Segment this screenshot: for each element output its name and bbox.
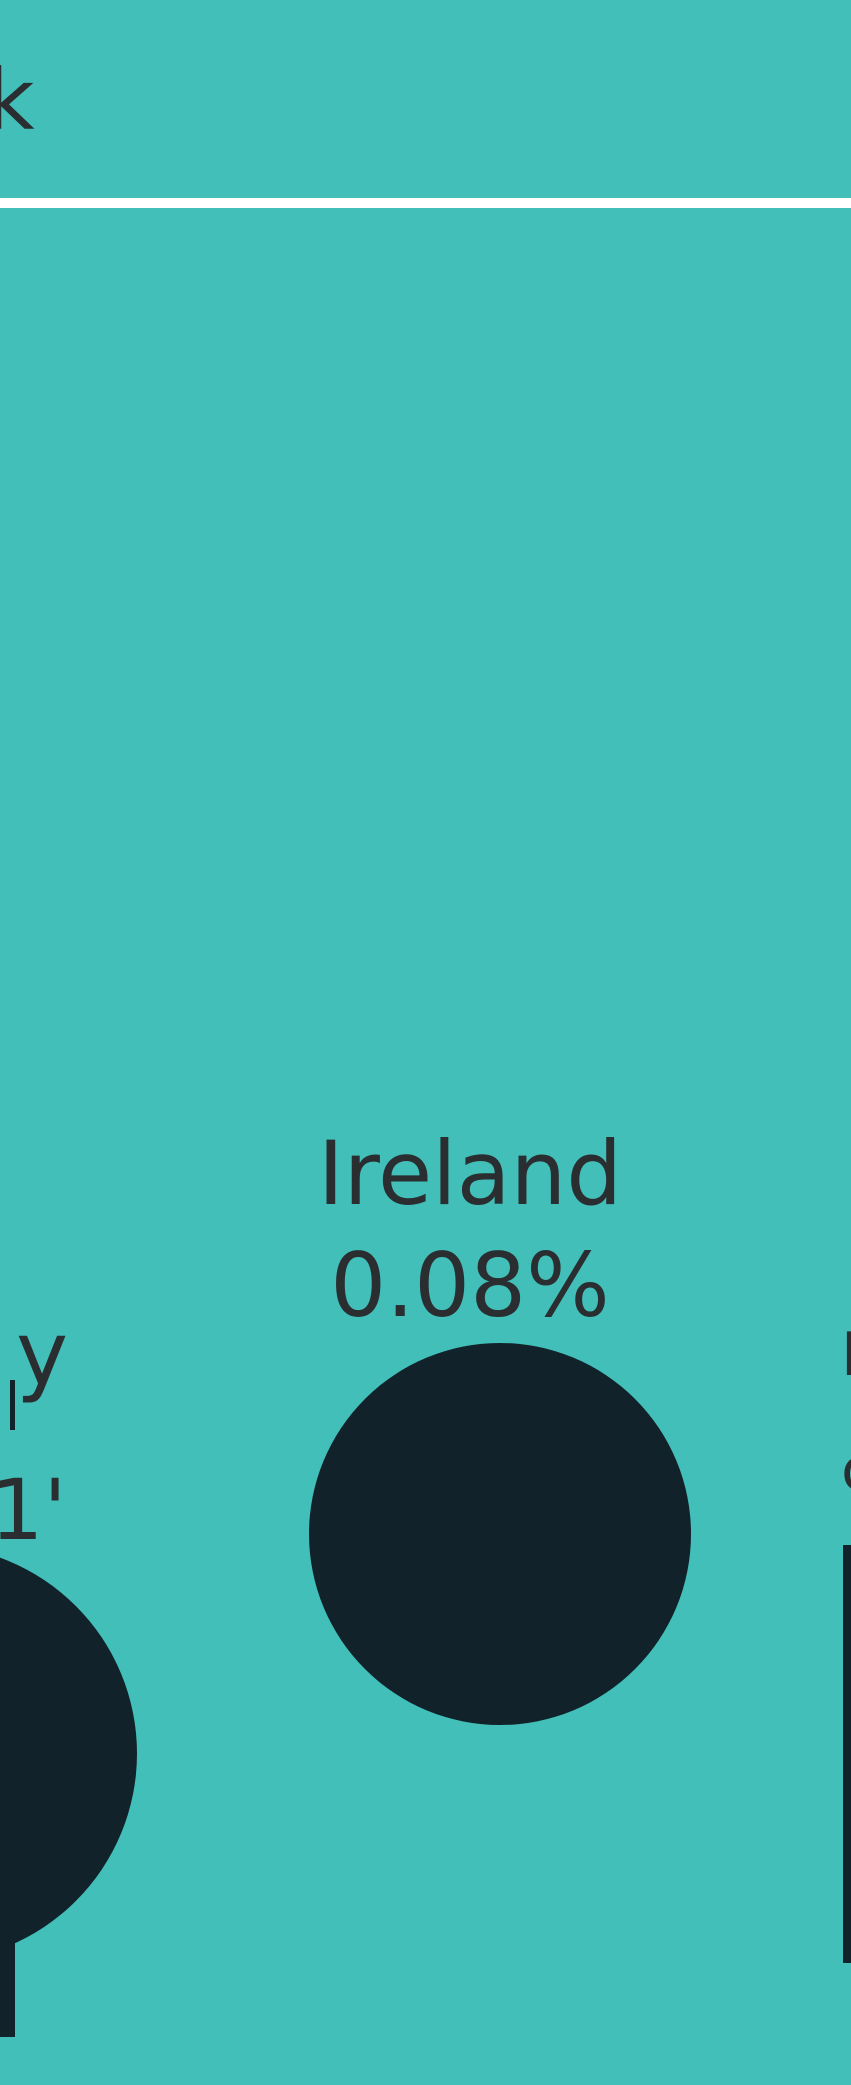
ireland-label: Ireland 0.08% — [300, 1118, 640, 1342]
left-country-label-fragment: y — [16, 1302, 69, 1405]
left-bubble — [0, 1545, 137, 1962]
left-label-stroke — [10, 1380, 15, 1430]
country-value: 0.08% — [330, 1234, 610, 1337]
ireland-bubble — [309, 1343, 691, 1725]
left-bubble-edge — [0, 1572, 15, 2037]
right-value-label-fragment: c — [841, 1440, 851, 1500]
right-country-label-fragment: I — [841, 1320, 851, 1390]
cropped-heading-glyph: k — [0, 51, 35, 149]
right-bubble-edge — [843, 1545, 851, 1963]
divider-line — [0, 198, 851, 208]
country-name: Ireland — [317, 1122, 623, 1225]
left-value-label-fragment: 1' — [0, 1461, 67, 1559]
